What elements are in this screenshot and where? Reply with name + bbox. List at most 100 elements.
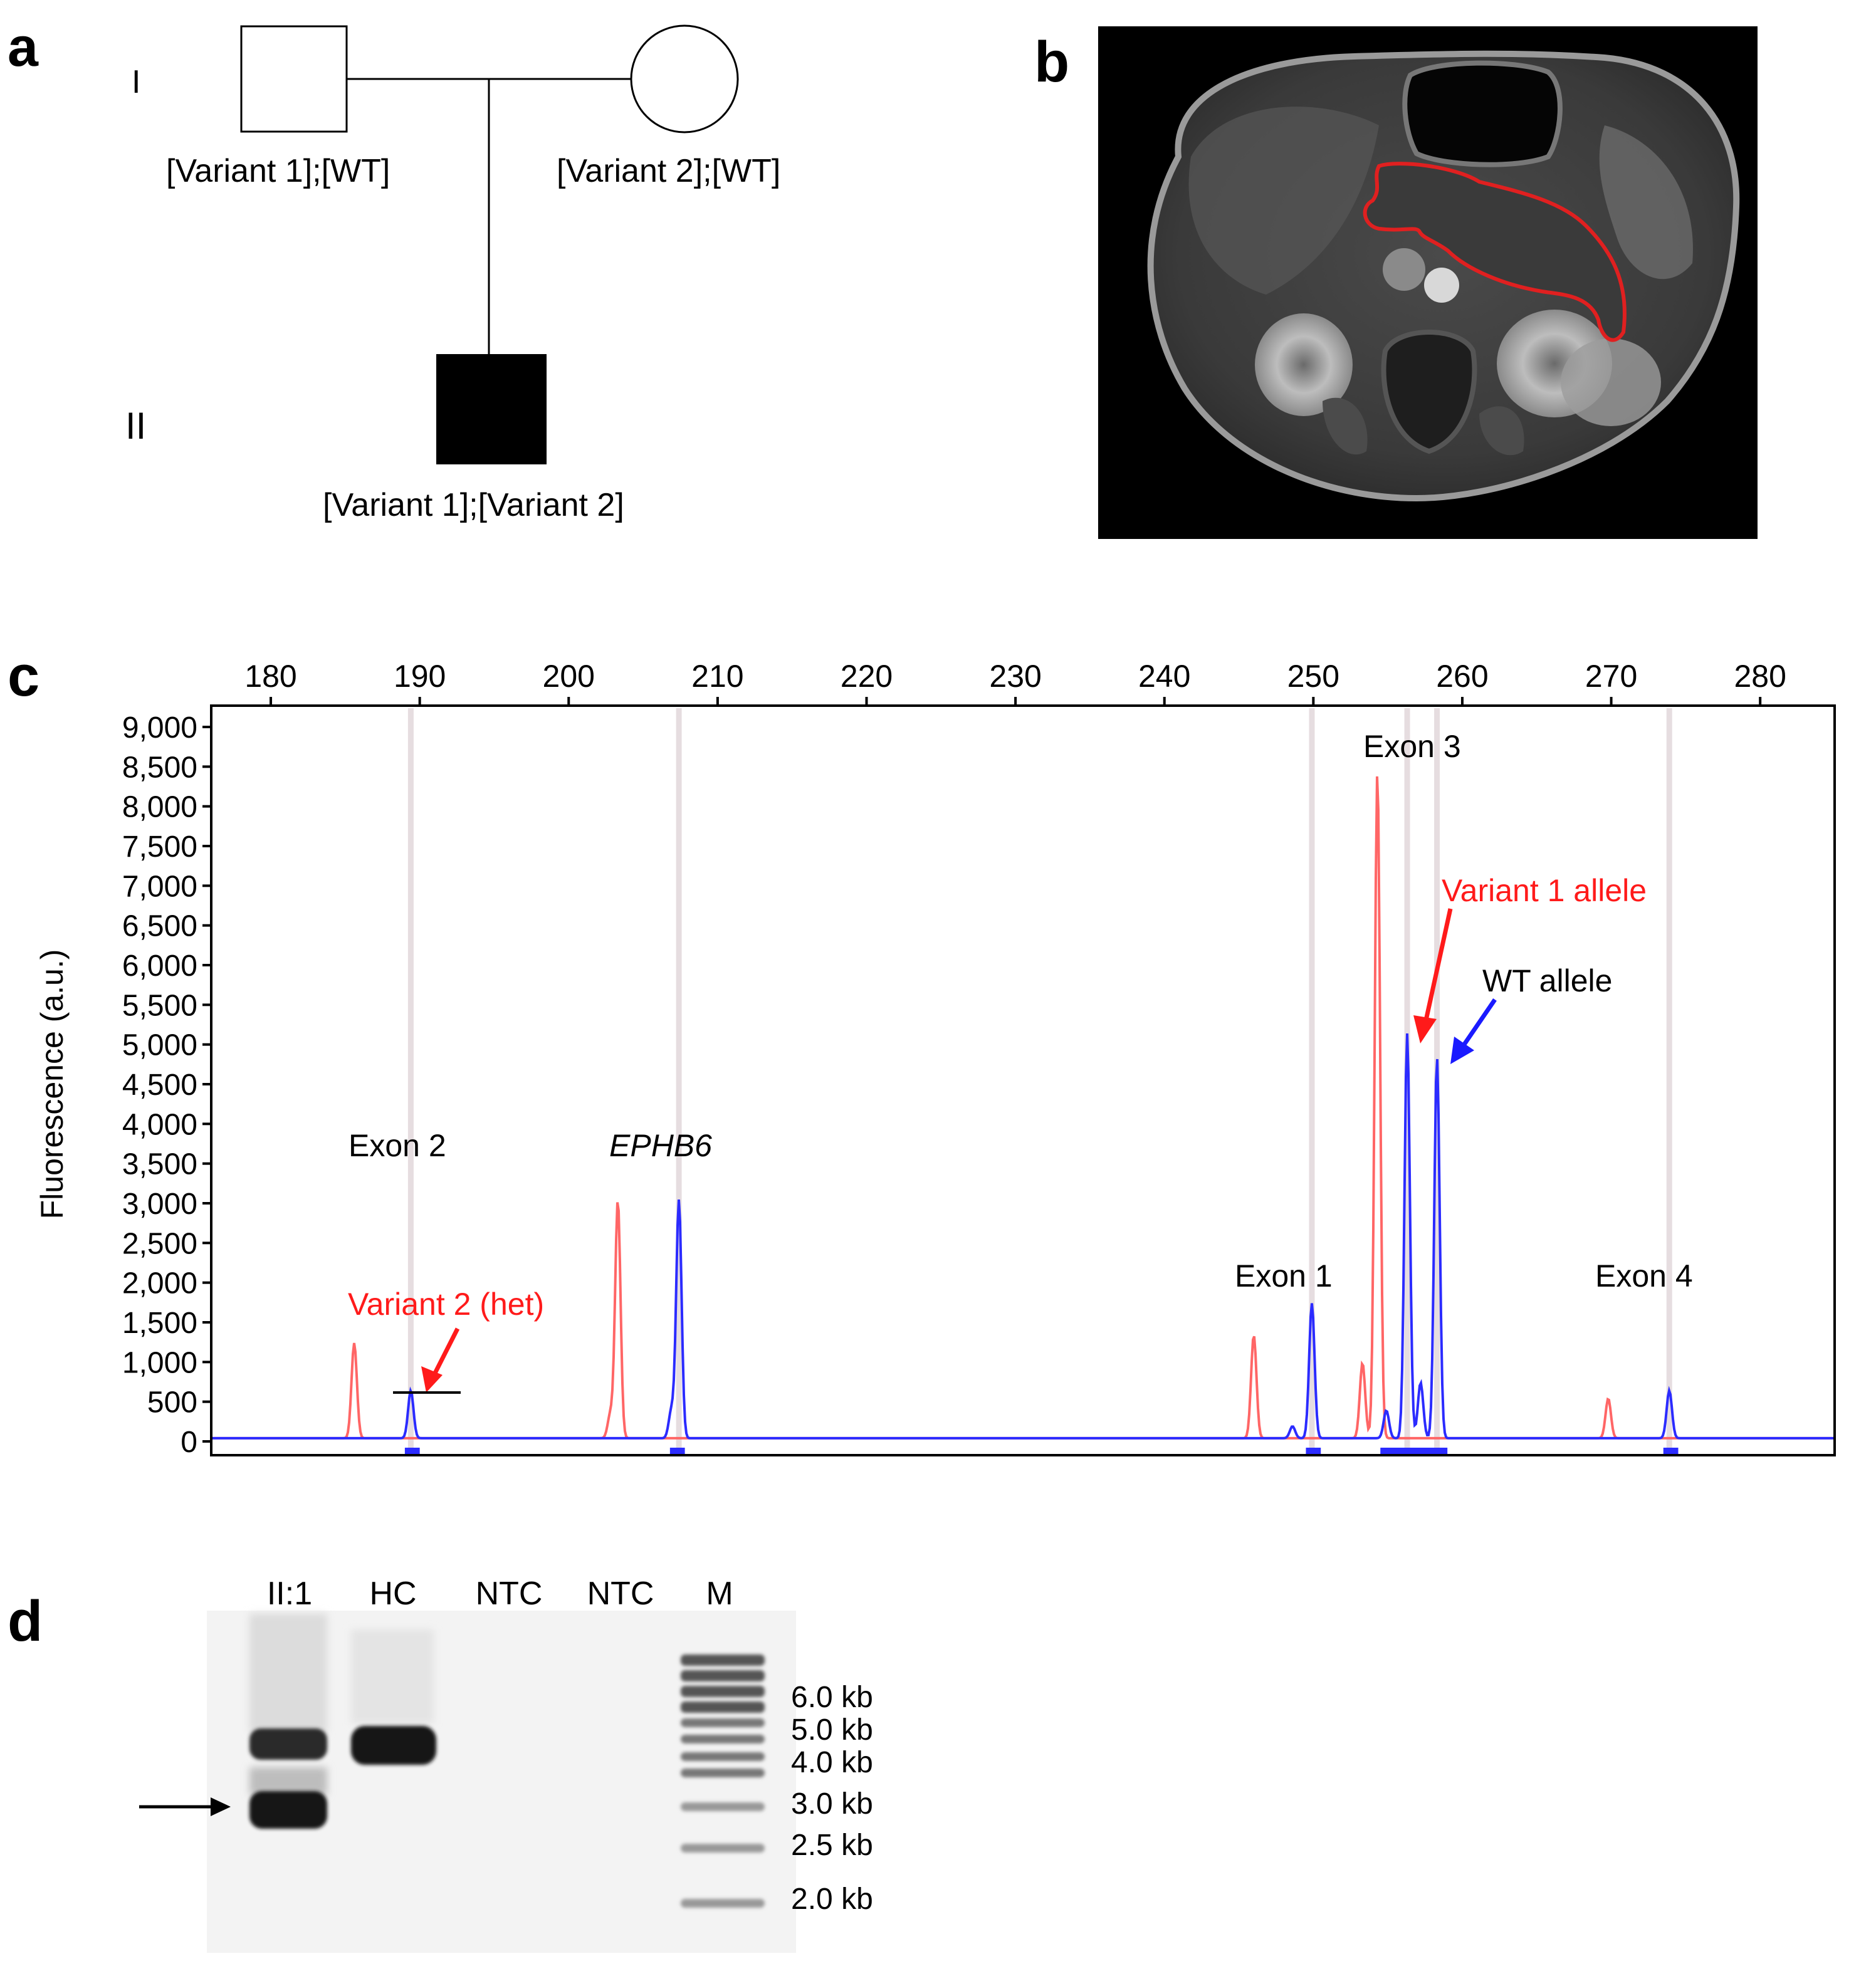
ladder-lane	[681, 1654, 765, 1908]
lane-ii1-band-lower	[249, 1791, 327, 1829]
y-tick-label: 6,000	[122, 949, 197, 983]
annotation-exon-3: Exon 3	[1363, 729, 1461, 764]
x-tick-label: 210	[691, 659, 743, 694]
bowel	[1599, 125, 1693, 280]
y-tick-label: 500	[147, 1386, 197, 1419]
y-tick-label: 2,000	[122, 1267, 197, 1300]
y-tick-label: 2,500	[122, 1227, 197, 1260]
x-tick-label: 190	[394, 659, 446, 694]
x-tick-label: 220	[841, 659, 893, 694]
ladder-band	[681, 1701, 765, 1713]
ladder-band	[681, 1686, 765, 1697]
ladder-band	[681, 1718, 765, 1727]
lane-label-ntc-2: NTC	[587, 1576, 654, 1612]
ladder-label-3kb: 3.0 kb	[791, 1787, 873, 1821]
annotation-exon-4: Exon 4	[1595, 1258, 1693, 1294]
x-tick-label: 200	[543, 659, 595, 694]
stomach-air	[1402, 60, 1563, 167]
annotation-exon-1: Exon 1	[1235, 1258, 1333, 1294]
bin-bar	[1306, 1448, 1321, 1454]
bin-bar	[669, 1448, 685, 1454]
generation-ii-label: II	[125, 405, 146, 447]
y-tick-label: 5,000	[122, 1029, 197, 1062]
ladder-band	[681, 1769, 765, 1777]
proband-genotype: [Variant 1];[Variant 2]	[323, 487, 624, 523]
ladder-band	[681, 1752, 765, 1761]
lane-label-hc: HC	[369, 1576, 416, 1612]
y-tick-label: 3,500	[122, 1148, 197, 1181]
plot-frame	[210, 704, 1836, 1456]
variant-1-arrow-shaft	[1423, 908, 1453, 1021]
y-tick-label: 4,000	[122, 1108, 197, 1141]
x-tick-label: 270	[1585, 659, 1637, 694]
x-tick-label: 280	[1734, 659, 1786, 694]
ladder-band	[681, 1844, 765, 1853]
bin-bar	[1380, 1448, 1448, 1454]
ladder-label-2kb: 2.0 kb	[791, 1883, 873, 1916]
y-tick-label: 3,000	[122, 1188, 197, 1221]
y-tick-label: 9,000	[122, 711, 197, 745]
panel-c-letter: c	[8, 644, 39, 708]
spleen	[1561, 338, 1661, 426]
liver	[1188, 107, 1379, 295]
lane-ii1-band-upper	[249, 1728, 327, 1760]
annotation-exon-2: Exon 2	[348, 1128, 446, 1163]
lane-label-m: M	[706, 1576, 733, 1612]
variant-1-arrowhead	[1413, 1015, 1437, 1043]
panel-a-letter: a	[8, 16, 39, 78]
wt-arrow-shaft	[1462, 998, 1497, 1047]
ladder-band	[681, 1735, 765, 1743]
annotation-wt-allele: WT allele	[1482, 963, 1612, 998]
vertebra	[1381, 330, 1477, 454]
wt-arrowhead	[1450, 1037, 1474, 1064]
ladder-label-5kb: 5.0 kb	[791, 1713, 873, 1747]
ladder-label-2-5kb: 2.5 kb	[791, 1829, 873, 1862]
aorta	[1424, 268, 1459, 303]
y-tick-label: 0	[181, 1426, 197, 1459]
variant-2-arrowhead	[421, 1366, 443, 1393]
pancreas-outline	[1363, 162, 1627, 342]
bin-bar	[404, 1448, 420, 1454]
x-tick-label: 180	[244, 659, 296, 694]
x-tick-label: 240	[1138, 659, 1190, 694]
variant-2-arrow-shaft	[431, 1327, 460, 1377]
lane-hc-band	[351, 1726, 436, 1765]
y-tick-label: 6,500	[122, 910, 197, 943]
panel-d-letter: d	[8, 1589, 43, 1653]
y-tick-label: 5,500	[122, 989, 197, 1022]
lane-label-ii1: II:1	[267, 1576, 312, 1612]
ladder-band	[681, 1670, 765, 1681]
psoas-right	[1323, 397, 1368, 455]
proband-symbol	[436, 354, 547, 464]
x-tick-label: 260	[1436, 659, 1488, 694]
y-tick-label: 1,500	[122, 1307, 197, 1340]
right-kidney	[1255, 313, 1353, 416]
bin-bar	[1663, 1448, 1679, 1454]
x-tick-label: 230	[989, 659, 1041, 694]
y-tick-label: 7,500	[122, 830, 197, 864]
psoas-left	[1479, 406, 1524, 456]
y-tick-label: 4,500	[122, 1069, 197, 1102]
annotation-variant-1-allele: Variant 1 allele	[1442, 873, 1647, 908]
y-tick-label: 1,000	[122, 1346, 197, 1379]
ladder-band	[681, 1802, 765, 1811]
x-tick-label: 250	[1287, 659, 1339, 694]
ladder-label-4kb: 4.0 kb	[791, 1746, 873, 1779]
annotation-ephb6: EPHB6	[609, 1128, 712, 1163]
lane-hc-smear	[351, 1629, 434, 1723]
ivc	[1383, 248, 1425, 291]
ladder-band	[681, 1654, 765, 1666]
lane-ii1-smear	[249, 1614, 327, 1733]
generation-i-label: I	[132, 64, 140, 100]
y-tick-label: 7,000	[122, 870, 197, 903]
lane-ii1-gap-smear	[249, 1767, 327, 1795]
lane-label-ntc-1: NTC	[476, 1576, 543, 1612]
mother-genotype: [Variant 2];[WT]	[557, 153, 780, 189]
father-genotype: [Variant 1];[WT]	[166, 153, 390, 189]
ladder-label-6kb: 6.0 kb	[791, 1681, 873, 1714]
annotation-variant-2: Variant 2 (het)	[348, 1287, 544, 1322]
y-axis-label: Fluorescence (a.u.)	[34, 949, 70, 1220]
